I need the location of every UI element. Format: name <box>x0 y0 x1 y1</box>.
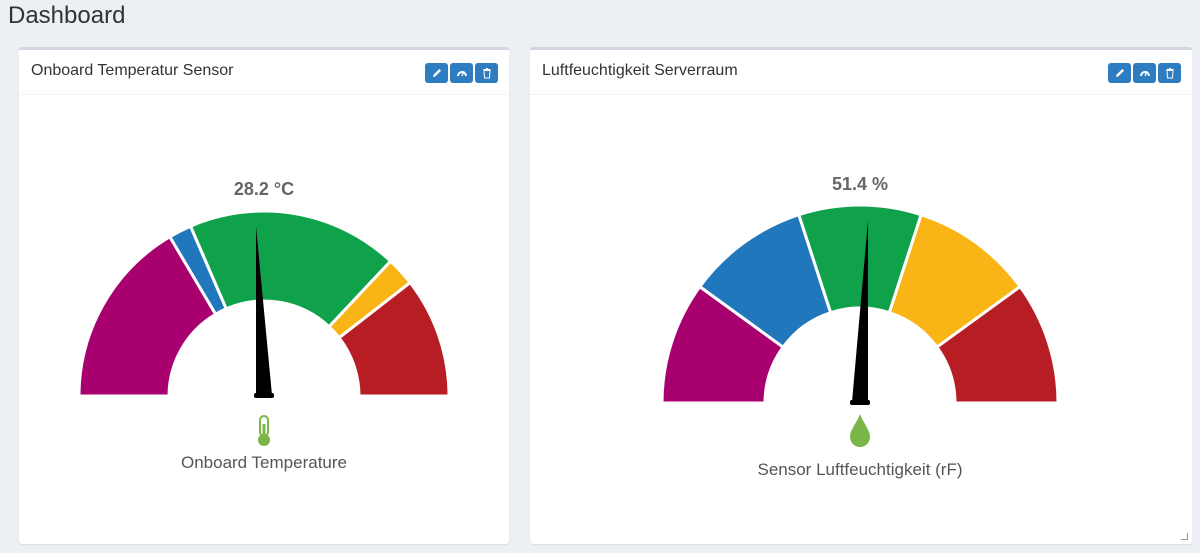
gauge-button[interactable] <box>450 63 473 83</box>
trash-icon <box>482 68 491 79</box>
gauge-value: 28.2 °C <box>234 179 294 199</box>
page-title: Dashboard <box>8 2 126 29</box>
gauge-label: Onboard Temperature <box>181 453 347 472</box>
pencil-icon <box>1115 69 1124 77</box>
needle-base <box>850 400 870 405</box>
panel-title: Luftfeuchtigkeit Serverraum <box>542 62 738 79</box>
gauge-segment <box>336 280 451 398</box>
gauge-panel-temperature: Onboard Temperatur Sensor 28.2 °C Onboar… <box>19 47 509 544</box>
needle-shape <box>852 220 869 402</box>
resize-handle[interactable] <box>1181 533 1188 540</box>
gauge-label: Sensor Luftfeuchtigkeit (rF) <box>757 460 962 479</box>
delete-button[interactable] <box>1158 63 1181 83</box>
trash-icon <box>1165 68 1174 79</box>
humidity-gauge: 51.4 % Sensor Luftfeuchtigkeit (rF) <box>660 174 1060 479</box>
gauge-needle <box>850 220 870 405</box>
thermometer-icon <box>258 415 270 446</box>
gauge-value: 51.4 % <box>832 174 888 194</box>
pencil-icon <box>432 69 441 77</box>
temperature-gauge: 28.2 °C Onboard Temperature <box>77 179 451 472</box>
gauge-segments <box>77 209 451 398</box>
gauge-segments <box>660 203 1060 405</box>
delete-button[interactable] <box>475 63 498 83</box>
edit-button[interactable] <box>1108 63 1131 83</box>
panel-header: Luftfeuchtigkeit Serverraum <box>530 50 1192 95</box>
water-drop-icon <box>850 414 870 447</box>
panel-tools <box>425 63 498 83</box>
panel-header: Onboard Temperatur Sensor <box>19 50 509 95</box>
speedometer-icon <box>1139 70 1150 77</box>
gauge-button[interactable] <box>1133 63 1156 83</box>
panel-tools <box>1108 63 1181 83</box>
edit-button[interactable] <box>425 63 448 83</box>
gauge-panel-humidity: Luftfeuchtigkeit Serverraum 51.4 % Senso… <box>530 47 1192 544</box>
gauge-segment <box>934 284 1060 405</box>
panel-title: Onboard Temperatur Sensor <box>31 62 234 79</box>
needle-base <box>254 393 274 398</box>
speedometer-icon <box>456 70 467 77</box>
